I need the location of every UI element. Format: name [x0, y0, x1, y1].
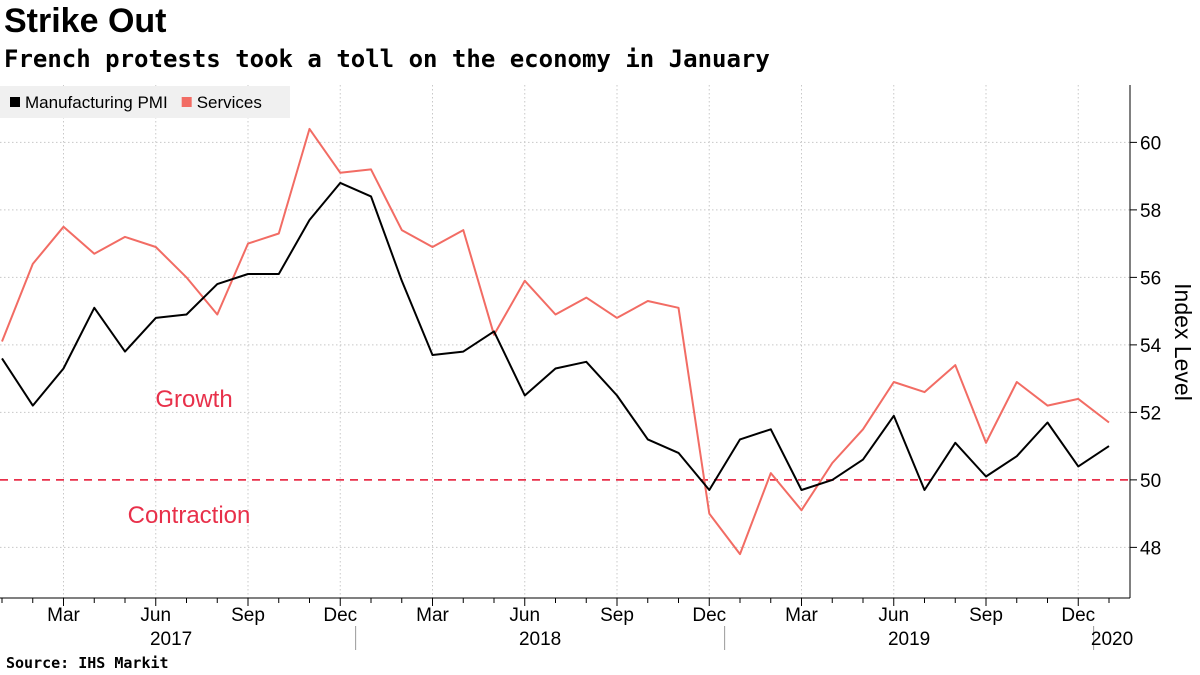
series-line-manufacturing-pmi	[1, 181, 1110, 491]
x-tick-label: Sep	[600, 605, 634, 626]
y-tick-label: 56	[1140, 268, 1161, 289]
legend: Manufacturing PMI Services	[0, 86, 290, 118]
y-axis-title: Index Level	[1170, 283, 1196, 401]
year-label: 2020	[1091, 629, 1133, 650]
x-tick-label: Dec	[1061, 605, 1095, 626]
x-tick-label: Jun	[509, 605, 540, 626]
y-tick-label: 52	[1140, 403, 1161, 424]
y-tick-label: 58	[1140, 201, 1161, 222]
x-tick-label: Sep	[969, 605, 1003, 626]
chart-subtitle: French protests took a toll on the econo…	[4, 45, 770, 73]
x-tick-label: Jun	[140, 605, 171, 626]
axes: 48 50 52 54 56 58 60 Mar Jun Sep Dec Mar Jun Sep Dec Ma…	[0, 85, 1196, 650]
grid-lines	[0, 85, 1130, 598]
y-tick-label: 54	[1140, 336, 1162, 357]
series-group	[1, 127, 1110, 556]
y-tick-label: 60	[1140, 133, 1161, 154]
series-line-services	[1, 127, 1110, 556]
legend-swatch	[181, 97, 192, 107]
x-tick-label: Sep	[231, 605, 265, 626]
legend-label: Manufacturing PMI	[25, 93, 168, 112]
x-tick-label: Jun	[878, 605, 909, 626]
x-tick-label: Mar	[785, 605, 818, 626]
chart-title: Strike Out	[4, 2, 167, 40]
legend-swatch	[10, 97, 20, 107]
y-tick-label: 50	[1140, 471, 1161, 492]
y-tick-label: 48	[1140, 538, 1161, 559]
x-tick-label: Mar	[416, 605, 449, 626]
annotation-contraction: Contraction	[128, 502, 251, 529]
labels-group: Growth Contraction	[128, 386, 251, 529]
legend-background	[0, 86, 290, 118]
x-tick-label: Dec	[323, 605, 357, 626]
source-note: Source: IHS Markit	[6, 654, 169, 672]
x-tick-label: Dec	[692, 605, 726, 626]
legend-label: Services	[197, 93, 262, 112]
year-label: 2019	[888, 629, 930, 650]
annotation-growth: Growth	[155, 386, 232, 413]
x-tick-label: Mar	[47, 605, 80, 626]
year-label: 2018	[519, 629, 561, 650]
year-label: 2017	[150, 629, 192, 650]
